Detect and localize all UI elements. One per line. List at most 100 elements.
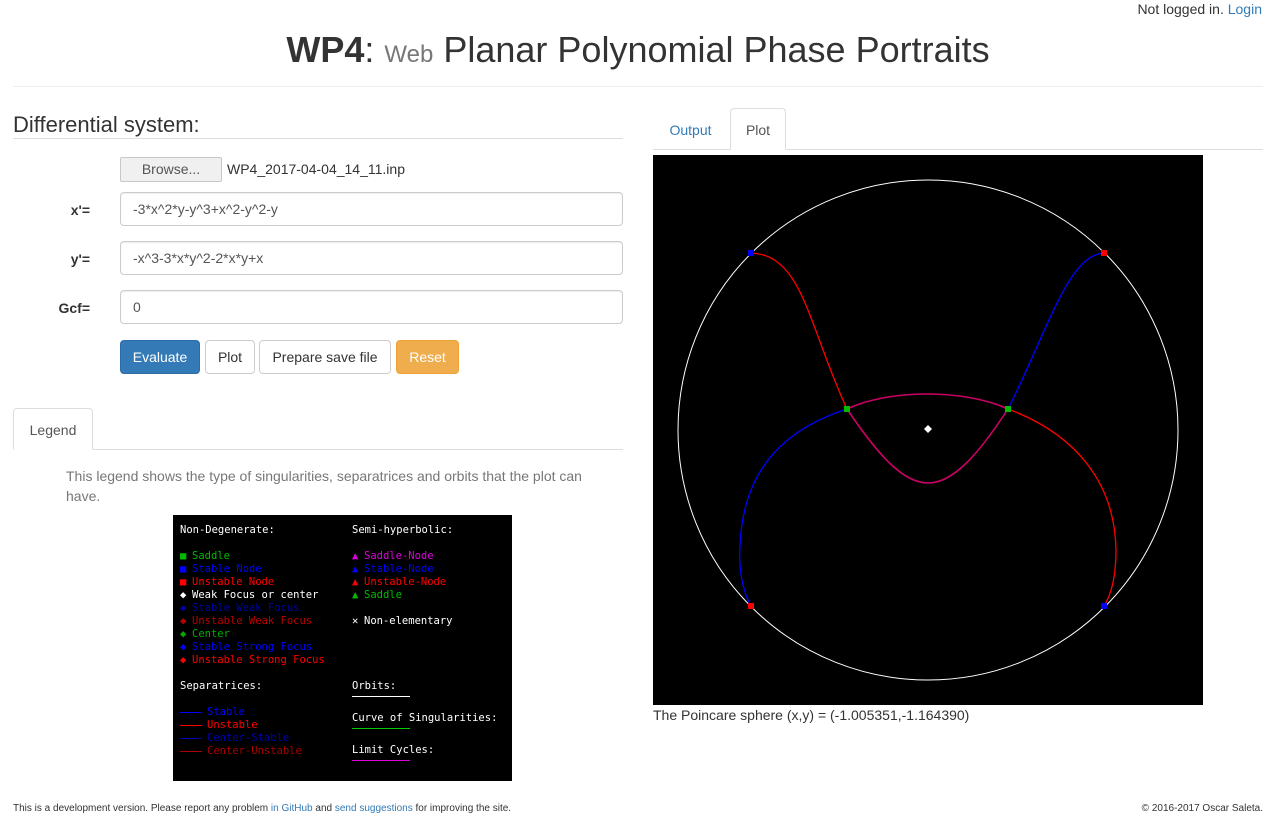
- nondeg-marker: ■: [180, 563, 187, 575]
- center-point: [924, 425, 932, 433]
- separatrices-label: Center-Stable: [207, 732, 290, 744]
- nondeg-item: ◆ Unstable Weak Focus: [180, 615, 312, 628]
- tab-output[interactable]: Output: [669, 122, 712, 138]
- nondeg-marker: ■: [180, 550, 187, 562]
- separatrices-item: Stable: [207, 706, 245, 719]
- separatrix-unstable-upper-left: [750, 252, 848, 410]
- y-equation-input[interactable]: -x^3-3*x*y^2-2*x*y+x: [120, 241, 623, 275]
- prepare-save-button[interactable]: Prepare save file: [259, 340, 391, 374]
- nondeg-title: Non-Degenerate:: [180, 524, 275, 536]
- suggestions-link[interactable]: send suggestions: [334, 803, 413, 814]
- separatrices-title: Separatrices:: [180, 680, 263, 692]
- footer-note: This is a development version. Please re…: [13, 803, 511, 814]
- login-status: Not logged in.: [1137, 1, 1224, 17]
- nondeg-label: Center: [192, 628, 230, 640]
- unstable-node-bottom-left: [748, 603, 754, 609]
- legend-description: This legend shows the type of singularit…: [66, 468, 582, 504]
- footer-text-2: and: [315, 803, 333, 814]
- separatrices-label: Stable: [207, 706, 245, 718]
- semi-label: Unstable-Node: [364, 576, 447, 588]
- nondeg-marker: ◆: [180, 602, 187, 614]
- semi-item: ▲ Saddle: [352, 589, 402, 602]
- nondeg-marker: ◆: [180, 654, 187, 666]
- login-bar: Not logged in. Login: [1137, 1, 1262, 17]
- nondeg-item: ◆ Stable Weak Focus: [180, 602, 299, 615]
- phase-portrait-plot[interactable]: [653, 155, 1203, 705]
- saddle-right: [1005, 406, 1011, 412]
- nondeg-label: Unstable Strong Focus: [192, 654, 325, 666]
- phase-portrait-svg: [677, 179, 1179, 681]
- separatrix-line: [180, 712, 202, 713]
- reset-button[interactable]: Reset: [396, 340, 459, 374]
- nondeg-marker: ◆: [180, 641, 187, 653]
- limit-cycles-line: [352, 760, 410, 761]
- github-link[interactable]: in GitHub: [270, 803, 313, 814]
- nondeg-item: ◆ Center: [180, 628, 230, 641]
- separatrix-stable-bottom-left: [739, 408, 848, 607]
- copyright: © 2016-2017 Oscar Saleta.: [1141, 803, 1263, 814]
- coordinates-readout: The Poincare sphere (x,y) = (-1.005351,-…: [653, 707, 970, 723]
- nondeg-item: ■ Unstable Node: [180, 576, 274, 589]
- nondeg-marker: ■: [180, 576, 187, 588]
- nondeg-label: Unstable Node: [192, 576, 275, 588]
- separatrix-dip: [846, 408, 1009, 484]
- login-link[interactable]: Login: [1227, 1, 1262, 17]
- file-name: WP4_2017-04-04_14_11.inp: [227, 161, 405, 177]
- poincare-circle: [677, 179, 1179, 681]
- tab-legend[interactable]: Legend: [13, 408, 93, 450]
- gcf-input[interactable]: 0: [120, 290, 623, 324]
- footer-text-3: for improving the site.: [415, 803, 512, 814]
- curve-title: Curve of Singularities:: [352, 712, 498, 724]
- x-equation-input[interactable]: -3*x^2*y-y^3+x^2-y^2-y: [120, 192, 623, 226]
- legend-nonelementary: ✕ Non-elementary: [352, 615, 453, 628]
- section-title: Differential system:: [13, 112, 200, 137]
- saddle-left: [844, 406, 850, 412]
- separatrices-item: Center-Stable: [207, 732, 289, 745]
- limit-cycles-title: Limit Cycles:: [352, 744, 435, 756]
- section-divider: [13, 138, 623, 139]
- separatrix-unstable-bottom-right: [1007, 408, 1117, 607]
- semi-title: Semi-hyperbolic:: [352, 524, 454, 536]
- y-label: y'=: [70, 251, 90, 267]
- curve-line: [352, 728, 410, 729]
- separatrices-item: Unstable: [207, 719, 258, 732]
- semi-item: ▲ Stable-Node: [352, 563, 434, 576]
- nondeg-label: Stable Strong Focus: [192, 641, 313, 653]
- legend-tab-line: [13, 449, 623, 450]
- legend-image: Non-Degenerate: ■ Saddle ■ Stable Node ■ Unst…: [173, 515, 512, 781]
- nondeg-label: Weak Focus or center: [192, 589, 319, 601]
- orbits-line: [352, 696, 410, 697]
- semi-marker: ▲: [352, 589, 359, 601]
- semi-label: Stable-Node: [364, 563, 434, 575]
- semi-marker: ▲: [352, 576, 359, 588]
- separatrices-label: Unstable: [207, 719, 258, 731]
- tab-plot[interactable]: Plot: [730, 108, 786, 150]
- plot-button[interactable]: Plot: [205, 340, 255, 374]
- nonelementary-label: Non-elementary: [364, 615, 453, 627]
- plot-tab-line: [653, 149, 1263, 150]
- evaluate-button[interactable]: Evaluate: [120, 340, 200, 374]
- nondeg-item: ◆ Stable Strong Focus: [180, 641, 312, 654]
- nondeg-label: Saddle: [192, 550, 230, 562]
- semi-label: Saddle: [364, 589, 402, 601]
- separatrix-line: [180, 725, 202, 726]
- stable-node-top-left: [748, 250, 754, 256]
- title-rest: Planar Polynomial Phase Portraits: [443, 29, 990, 70]
- unstable-node-top-right: [1101, 250, 1107, 256]
- nonelementary-marker: ✕: [352, 615, 359, 627]
- separatrix-upper-arc: [846, 393, 1009, 410]
- browse-button[interactable]: Browse...: [120, 157, 222, 182]
- separatrix-line: [180, 751, 202, 752]
- separatrix-line: [180, 738, 202, 739]
- orbits-title: Orbits:: [352, 680, 397, 692]
- title-web: Web: [384, 41, 434, 68]
- title-wp4: WP4: [286, 29, 365, 70]
- nondeg-marker: ◆: [180, 589, 187, 601]
- semi-marker: ▲: [352, 563, 359, 575]
- semi-marker: ▲: [352, 550, 359, 562]
- nondeg-item: ◆ Unstable Strong Focus: [180, 654, 325, 667]
- separatrix-stable-upper-right: [1007, 252, 1105, 410]
- separatrices-item: Center-Unstable: [207, 745, 302, 758]
- page-title: WP4: Web Planar Polynomial Phase Portrai…: [0, 28, 1276, 77]
- semi-item: ▲ Unstable-Node: [352, 576, 446, 589]
